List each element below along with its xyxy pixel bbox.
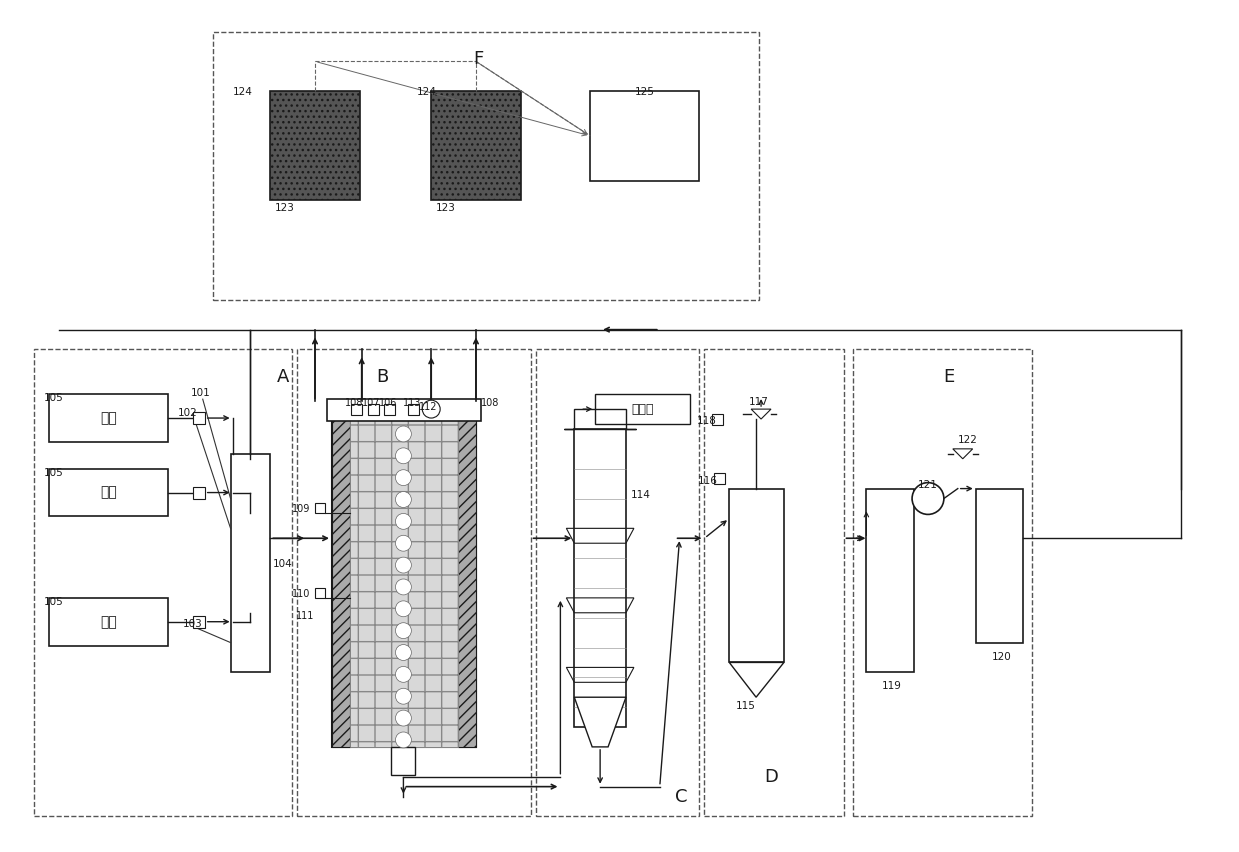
Circle shape: [395, 623, 411, 639]
Text: 123: 123: [436, 204, 456, 213]
Bar: [315, 588, 325, 598]
Text: F: F: [473, 50, 483, 68]
Bar: [315, 504, 325, 514]
Polygon shape: [730, 663, 784, 698]
Bar: [33, 350, 292, 816]
Text: 氮气: 氮气: [100, 485, 116, 499]
Bar: [193, 616, 204, 628]
Polygon shape: [575, 698, 626, 747]
Circle shape: [395, 470, 411, 486]
Text: 108: 108: [481, 398, 499, 408]
Text: 107: 107: [362, 398, 380, 408]
Text: 108: 108: [344, 398, 363, 408]
Text: C: C: [675, 786, 688, 804]
Text: 115: 115: [736, 700, 756, 711]
Bar: [48, 598, 169, 646]
Bar: [48, 394, 169, 442]
Bar: [230, 454, 270, 672]
Bar: [332, 419, 476, 747]
Bar: [48, 469, 169, 517]
Bar: [712, 414, 722, 425]
Text: 124: 124: [416, 87, 436, 97]
Text: E: E: [943, 368, 954, 386]
Text: 125: 125: [634, 87, 654, 97]
Text: 113: 113: [404, 398, 421, 408]
Bar: [854, 350, 1032, 816]
Bar: [392, 747, 415, 774]
Text: 121: 121: [918, 479, 938, 489]
Circle shape: [395, 579, 411, 596]
Text: D: D: [764, 767, 778, 785]
Bar: [297, 350, 530, 816]
Bar: [730, 489, 784, 663]
Bar: [714, 474, 725, 485]
Bar: [270, 92, 359, 201]
Text: A: A: [278, 368, 290, 386]
Text: 104: 104: [274, 558, 292, 568]
Bar: [327, 400, 481, 422]
Text: 乙烯: 乙烯: [100, 411, 116, 424]
Circle shape: [422, 400, 440, 418]
Circle shape: [395, 732, 411, 748]
Circle shape: [395, 448, 411, 464]
Text: 119: 119: [882, 681, 902, 690]
Bar: [193, 412, 204, 424]
Text: 111: 111: [296, 610, 315, 620]
Bar: [352, 404, 362, 415]
Bar: [458, 419, 476, 747]
Circle shape: [395, 666, 411, 682]
Circle shape: [395, 711, 411, 726]
Text: 105: 105: [43, 467, 63, 477]
Circle shape: [395, 557, 411, 573]
Text: 103: 103: [183, 618, 203, 628]
Text: 118: 118: [696, 416, 716, 425]
Bar: [431, 92, 520, 201]
Bar: [368, 404, 379, 415]
Circle shape: [395, 492, 411, 508]
Text: 117: 117: [750, 397, 769, 406]
Text: 123: 123: [275, 204, 295, 213]
Bar: [213, 32, 760, 301]
Text: 105: 105: [43, 393, 63, 403]
Bar: [866, 489, 914, 672]
Text: 101: 101: [191, 388, 211, 398]
Bar: [349, 419, 458, 747]
Circle shape: [395, 688, 411, 705]
Bar: [575, 429, 626, 727]
Text: 105: 105: [43, 596, 63, 606]
Text: 116: 116: [698, 475, 717, 485]
Bar: [595, 394, 690, 424]
Bar: [590, 92, 700, 181]
Bar: [705, 350, 844, 816]
Text: B: B: [377, 368, 389, 386]
Circle shape: [395, 514, 411, 530]
Circle shape: [395, 645, 411, 660]
Circle shape: [912, 483, 944, 515]
Circle shape: [395, 427, 411, 442]
Text: 124: 124: [233, 87, 253, 97]
Circle shape: [395, 536, 411, 551]
Polygon shape: [953, 449, 973, 459]
Text: 112: 112: [419, 401, 437, 412]
Text: 109: 109: [292, 504, 311, 514]
Bar: [384, 404, 395, 415]
Text: 110: 110: [292, 588, 311, 598]
Text: 氧气: 氧气: [100, 614, 116, 628]
Text: 122: 122: [958, 435, 978, 445]
Bar: [193, 487, 204, 499]
Text: 114: 114: [631, 489, 650, 499]
Text: 脱盐水: 脱盐水: [632, 403, 654, 416]
Text: 120: 120: [991, 651, 1011, 661]
Circle shape: [395, 602, 411, 617]
Bar: [535, 350, 700, 816]
Polygon shape: [751, 410, 771, 419]
Bar: [975, 489, 1023, 642]
Text: 102: 102: [178, 407, 198, 417]
Text: 106: 106: [379, 398, 396, 408]
Bar: [408, 404, 419, 415]
Bar: [332, 419, 349, 747]
